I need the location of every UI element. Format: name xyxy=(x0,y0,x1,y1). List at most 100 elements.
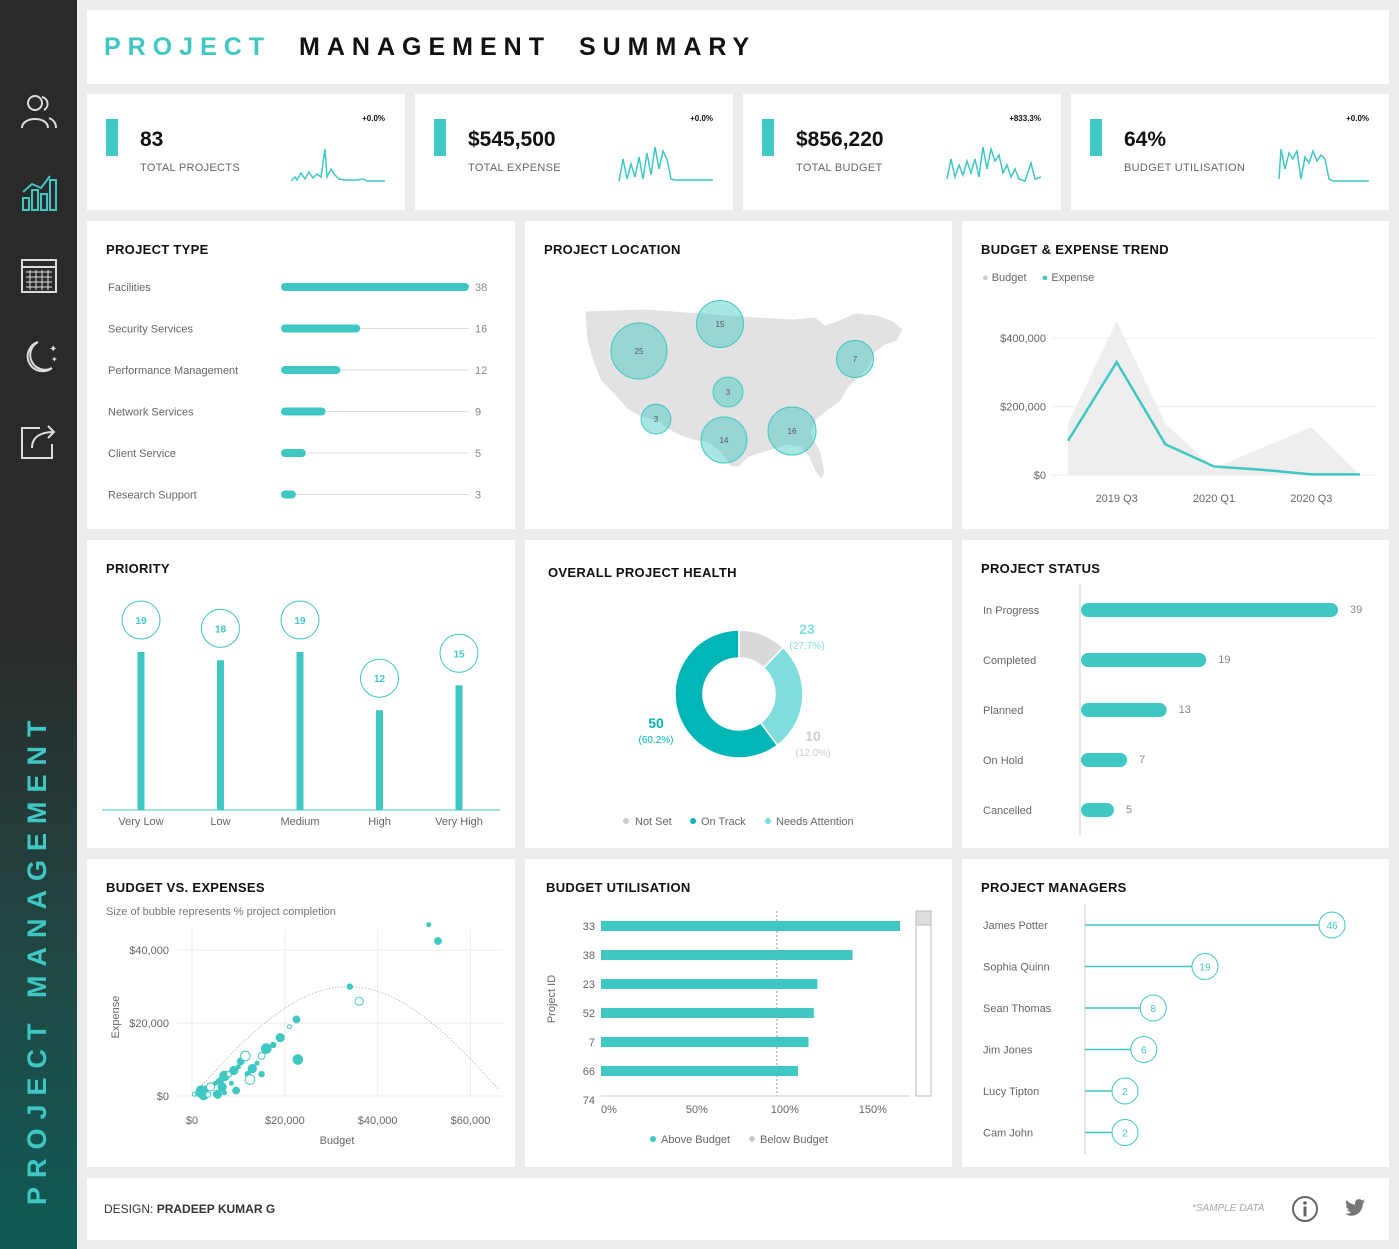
kpi-sparkline xyxy=(1278,148,1369,182)
category-label: Medium xyxy=(280,816,319,828)
category-label: Planned xyxy=(983,705,1023,717)
scatter-point xyxy=(258,1070,265,1078)
scatter-point xyxy=(275,1033,285,1043)
legend-needs-attention: Needs Attention xyxy=(776,816,854,828)
scatter-point xyxy=(244,1074,256,1085)
scatter-point xyxy=(286,1024,292,1030)
scatter-point xyxy=(346,983,354,990)
bar xyxy=(281,366,341,374)
scatter-point xyxy=(232,1086,240,1095)
kpi-change: +833.3% xyxy=(1009,114,1041,123)
value-label: 38 xyxy=(475,282,487,294)
category-label: Security Services xyxy=(108,324,193,336)
location-bubble xyxy=(640,403,672,435)
kpi-value: $545,500 xyxy=(468,128,556,151)
category-label: Performance Management xyxy=(108,365,238,377)
kpi-sparkline xyxy=(618,146,713,182)
category-label: Very Low xyxy=(118,816,163,828)
value-circle xyxy=(360,658,399,698)
manager-name: James Potter xyxy=(983,920,1048,932)
calendar-icon[interactable] xyxy=(18,255,60,297)
category-label: High xyxy=(368,816,391,828)
users-icon[interactable] xyxy=(18,90,60,132)
header: PROJECT MANAGEMENT SUMMARY xyxy=(87,10,1389,84)
legend-dot-on-track xyxy=(690,818,696,824)
y-tick-label: $200,000 xyxy=(1000,402,1046,414)
not-set-value: 10 xyxy=(805,728,821,744)
bar xyxy=(376,710,383,810)
scatter-point xyxy=(229,1065,239,1076)
scatter-point xyxy=(434,937,442,945)
location-bubble xyxy=(696,300,744,348)
y-tick-label: $40,000 xyxy=(129,945,169,957)
x-tick-label: 2019 Q3 xyxy=(1096,493,1138,505)
value-circle xyxy=(439,633,479,673)
bar-chart-icon[interactable] xyxy=(18,172,60,214)
y-tick-label: $0 xyxy=(157,1091,169,1103)
twitter-icon[interactable] xyxy=(1343,1196,1367,1220)
footer-note: *SAMPLE DATA xyxy=(1192,1203,1265,1214)
value-label: 19 xyxy=(1218,654,1230,666)
x-tick-label: 150% xyxy=(859,1104,887,1116)
manager-name: Lucy Tipton xyxy=(983,1086,1039,1098)
kpi-card-budget-utilisation: 64% BUDGET UTILISATION +0.0% xyxy=(1071,94,1389,210)
priority-chart: 19 Very Low 18 Low 19 Medium 12 High 15 Very High xyxy=(102,600,500,828)
kpi-sparkline xyxy=(290,148,385,182)
on-track-value: 50 xyxy=(648,715,664,731)
bve-xlabel: Budget xyxy=(320,1135,355,1147)
value-label: 13 xyxy=(1179,704,1191,716)
expense-line xyxy=(1066,359,1360,476)
kpi-change: +0.0% xyxy=(1346,114,1369,123)
legend-dot-below-budget xyxy=(749,1136,755,1142)
legend-not-set: Not Set xyxy=(635,816,672,828)
x-tick-label: $0 xyxy=(186,1115,198,1127)
trend-chart: $400,000 $200,000 $0 2019 Q3 2020 Q1 2020 Q3 xyxy=(1000,321,1377,505)
trend-card: BUDGET & EXPENSE TREND ● Budget ● Expens… xyxy=(962,221,1389,529)
kpi-change: +0.0% xyxy=(362,114,385,123)
share-icon[interactable] xyxy=(18,420,60,462)
status-chart: In Progress 39 Completed 19 Planned 13 On Hold… xyxy=(983,585,1362,835)
category-label: Low xyxy=(210,816,230,828)
value-label: 15 xyxy=(453,649,465,660)
info-icon[interactable] xyxy=(1291,1195,1319,1223)
value-label: 19 xyxy=(1199,963,1211,974)
project-location-title: PROJECT LOCATION xyxy=(544,242,681,257)
title-part2: MANAGEMENT xyxy=(299,33,551,61)
x-tick-label: $40,000 xyxy=(358,1115,398,1127)
kpi-value: 83 xyxy=(140,128,164,151)
kpi-label: BUDGET UTILISATION xyxy=(1124,162,1246,174)
kpi-label: TOTAL PROJECTS xyxy=(140,162,240,174)
scatter-point xyxy=(247,1064,257,1074)
manager-name: Jim Jones xyxy=(983,1045,1033,1057)
kpi-value: 64% xyxy=(1124,128,1167,151)
svg-text:✦: ✦ xyxy=(51,355,58,364)
status-title: PROJECT STATUS xyxy=(981,561,1101,576)
bar xyxy=(601,1037,809,1047)
kpi-card-total-projects: 83 TOTAL PROJECTS +0.0% xyxy=(87,94,405,210)
kpi-label: TOTAL BUDGET xyxy=(796,162,883,174)
scrollbar-thumb[interactable] xyxy=(915,910,932,926)
svg-text:✦: ✦ xyxy=(49,344,57,355)
bar xyxy=(601,1066,798,1076)
location-bubble xyxy=(767,406,817,456)
project-type-card: PROJECT TYPE Facilities 38 Security Servic… xyxy=(87,221,515,529)
moon-stars-icon[interactable]: ✦ ✦ xyxy=(18,338,60,380)
bve-title: BUDGET VS. EXPENSES xyxy=(106,880,265,895)
scatter-point xyxy=(205,1091,212,1098)
location-bubble xyxy=(835,339,875,379)
bubble-label: 3 xyxy=(654,415,659,424)
value-circle xyxy=(280,600,320,640)
scrollbar[interactable] xyxy=(915,910,932,1097)
scatter-point xyxy=(292,1015,301,1024)
x-tick-label: 0% xyxy=(601,1104,617,1116)
kpi-card-total-budget: $856,220 TOTAL BUDGET +833.3% xyxy=(743,94,1061,210)
project-id-label: 33 xyxy=(583,921,595,933)
value-label: 19 xyxy=(294,616,306,627)
value-circle xyxy=(1111,1119,1139,1146)
bar xyxy=(281,407,326,416)
scatter-point xyxy=(257,1051,266,1060)
value-circle xyxy=(1111,1077,1139,1105)
value-label: 9 xyxy=(475,407,481,419)
x-tick-label: $60,000 xyxy=(451,1115,491,1127)
bar xyxy=(296,652,304,810)
